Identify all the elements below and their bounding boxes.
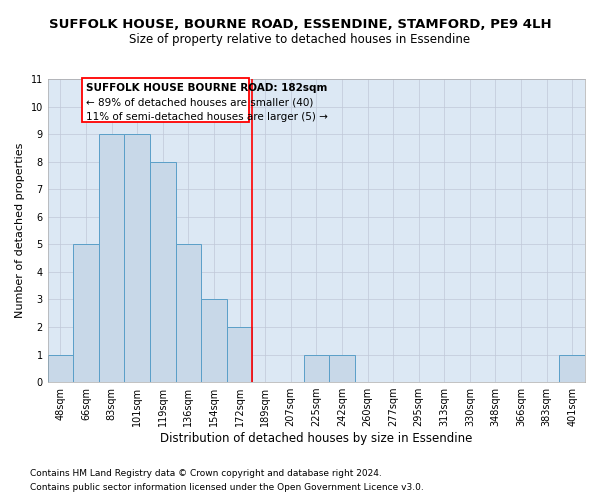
Text: 11% of semi-detached houses are larger (5) →: 11% of semi-detached houses are larger (… — [86, 112, 328, 122]
Text: Size of property relative to detached houses in Essendine: Size of property relative to detached ho… — [130, 32, 470, 46]
X-axis label: Distribution of detached houses by size in Essendine: Distribution of detached houses by size … — [160, 432, 473, 445]
Text: ← 89% of detached houses are smaller (40): ← 89% of detached houses are smaller (40… — [86, 98, 313, 108]
Text: Contains public sector information licensed under the Open Government Licence v3: Contains public sector information licen… — [30, 484, 424, 492]
Text: SUFFOLK HOUSE, BOURNE ROAD, ESSENDINE, STAMFORD, PE9 4LH: SUFFOLK HOUSE, BOURNE ROAD, ESSENDINE, S… — [49, 18, 551, 30]
Bar — [99, 134, 124, 382]
Bar — [329, 354, 355, 382]
Bar — [201, 300, 227, 382]
Bar — [150, 162, 176, 382]
Text: Contains HM Land Registry data © Crown copyright and database right 2024.: Contains HM Land Registry data © Crown c… — [30, 468, 382, 477]
Bar — [304, 354, 329, 382]
Text: SUFFOLK HOUSE BOURNE ROAD: 182sqm: SUFFOLK HOUSE BOURNE ROAD: 182sqm — [86, 84, 328, 94]
Bar — [176, 244, 201, 382]
Bar — [227, 327, 253, 382]
Bar — [82, 78, 248, 122]
Bar — [73, 244, 99, 382]
Bar — [559, 354, 585, 382]
Bar — [47, 354, 73, 382]
Y-axis label: Number of detached properties: Number of detached properties — [15, 143, 25, 318]
Bar — [124, 134, 150, 382]
